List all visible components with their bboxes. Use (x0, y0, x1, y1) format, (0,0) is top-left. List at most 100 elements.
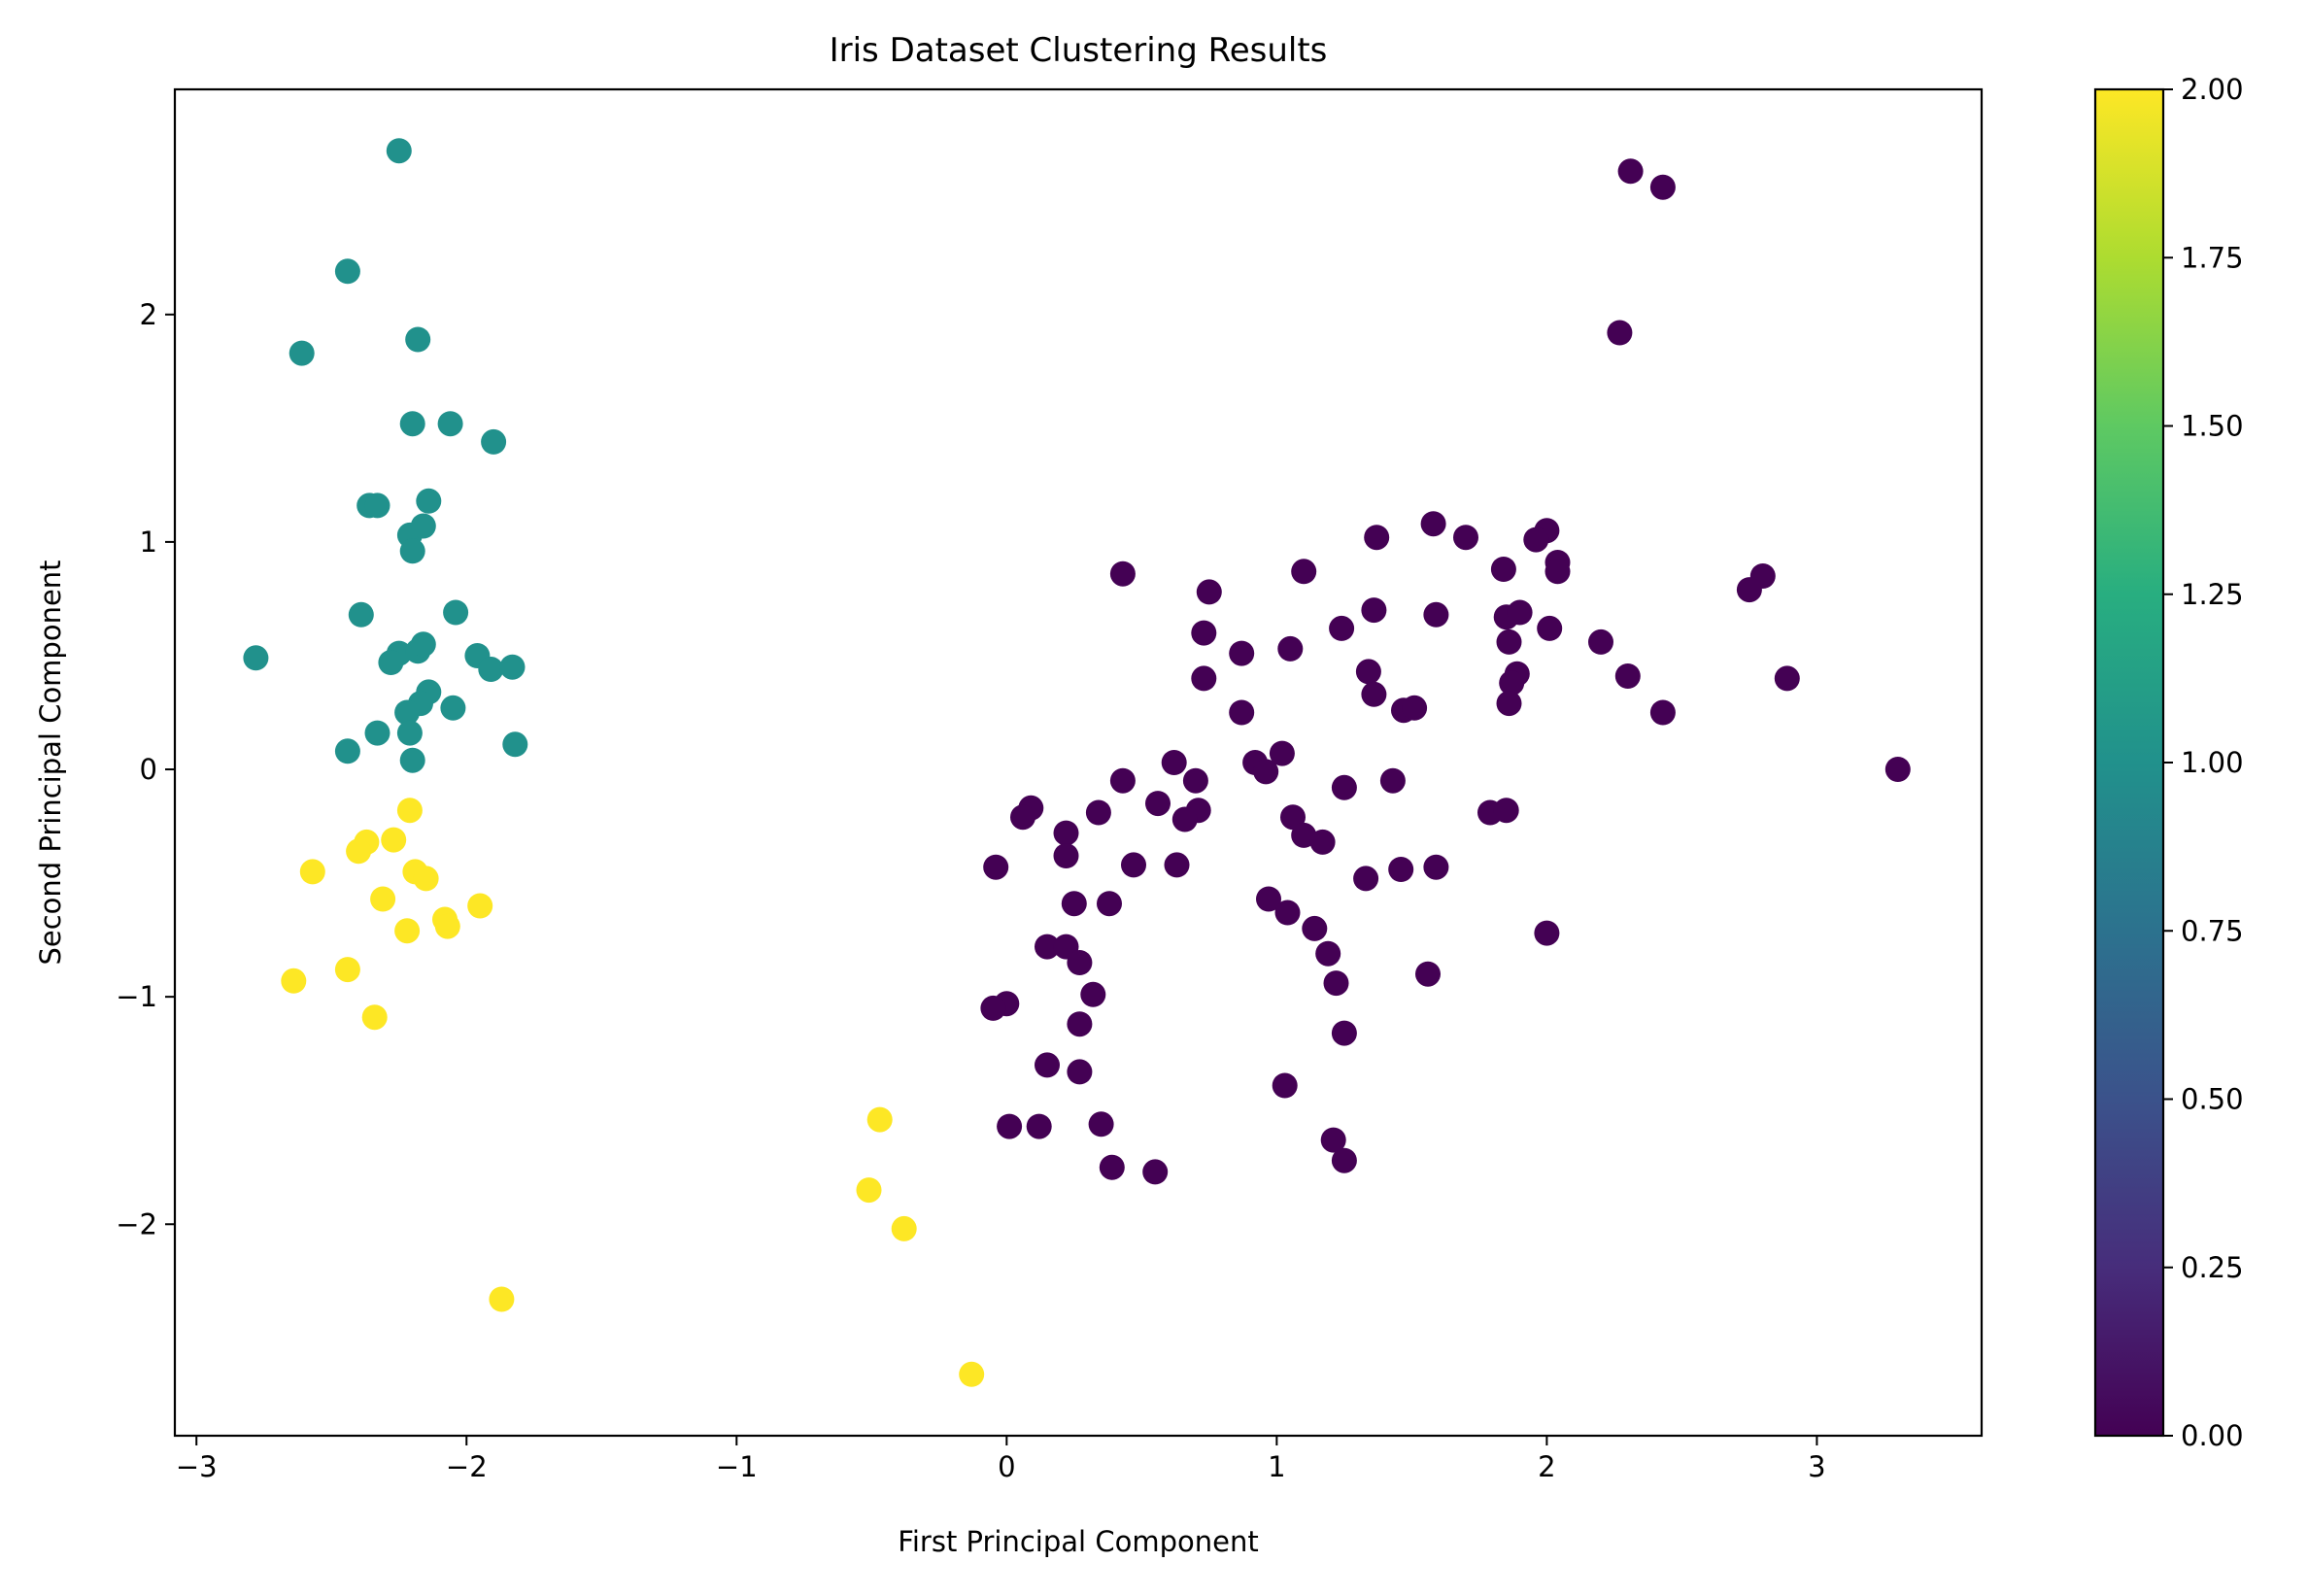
x-tick-label: 1 (1268, 1450, 1285, 1483)
y-tick-label: −2 (116, 1207, 157, 1240)
scatter-point-cluster-1 (478, 657, 504, 682)
scatter-point-cluster-1 (243, 645, 269, 671)
colorbar-tick-label: 1.00 (2181, 746, 2244, 779)
scatter-point-cluster-0 (1080, 981, 1106, 1007)
colorbar-tick-label: 0.00 (2181, 1419, 2244, 1452)
colorbar (2095, 89, 2163, 1436)
scatter-point-cluster-0 (1171, 806, 1198, 832)
scatter-point-cluster-0 (1026, 1113, 1052, 1139)
scatter-point-cluster-0 (1109, 767, 1136, 794)
scatter-point-cluster-0 (1402, 695, 1428, 721)
scatter-point-cluster-2 (299, 859, 325, 885)
scatter-point-cluster-0 (1496, 628, 1522, 655)
scatter-point-cluster-0 (1537, 615, 1563, 641)
scatter-point-cluster-0 (1361, 681, 1387, 707)
scatter-point-cluster-0 (1161, 750, 1187, 775)
scatter-point-cluster-0 (1331, 1147, 1357, 1173)
scatter-point-cluster-1 (440, 695, 466, 721)
x-tick-label: −2 (446, 1450, 488, 1483)
scatter-point-cluster-0 (1323, 970, 1349, 997)
scatter-point-cluster-1 (334, 258, 360, 285)
scatter-point-cluster-2 (370, 886, 396, 912)
scatter-point-cluster-0 (1067, 1011, 1093, 1037)
scatter-point-cluster-0 (1274, 900, 1301, 926)
scatter-point-cluster-0 (1320, 1127, 1346, 1153)
scatter-point-cluster-1 (502, 731, 528, 758)
scatter-point-cluster-0 (1099, 1154, 1125, 1180)
scatter-point-cluster-1 (481, 428, 507, 455)
scatter-point-cluster-0 (1061, 891, 1087, 917)
scatter-point-cluster-2 (413, 866, 439, 892)
scatter-point-cluster-2 (381, 827, 407, 853)
scatter-point-cluster-0 (980, 995, 1006, 1021)
chart-title: Iris Dataset Clustering Results (830, 31, 1328, 70)
scatter-point-cluster-0 (1196, 579, 1222, 605)
scatter-point-cluster-0 (1453, 525, 1478, 551)
scatter-point-cluster-2 (467, 893, 493, 919)
x-axis-label: First Principal Component (898, 1525, 1258, 1558)
scatter-point-cluster-0 (1496, 691, 1522, 717)
scatter-point-cluster-0 (1121, 852, 1146, 878)
y-tick-label: −1 (116, 980, 157, 1013)
scatter-point-cluster-0 (1379, 767, 1406, 794)
scatter-point-cluster-0 (1142, 1159, 1169, 1185)
colorbar-tick-label: 1.25 (2181, 578, 2244, 611)
scatter-point-cluster-0 (1388, 857, 1414, 882)
scatter-point-cluster-1 (364, 492, 390, 519)
scatter-point-cluster-0 (1614, 663, 1641, 689)
scatter-point-cluster-0 (1534, 920, 1560, 946)
y-tick-label: 2 (140, 298, 157, 331)
plot-frame (173, 87, 1984, 1438)
scatter-points (243, 138, 1911, 1387)
scatter-point-cluster-2 (396, 798, 423, 824)
x-axis-ticks: −3 −2 −1 0 1 2 3 (176, 1436, 1826, 1483)
scatter-point-cluster-0 (1085, 799, 1111, 826)
scatter-point-cluster-0 (983, 854, 1009, 880)
scatter-point-cluster-0 (1649, 174, 1676, 200)
scatter-point-cluster-0 (1253, 759, 1279, 785)
scatter-point-cluster-0 (1272, 1072, 1298, 1099)
scatter-point-cluster-2 (866, 1106, 893, 1133)
scatter-point-cluster-0 (1353, 866, 1379, 892)
scatter-point-cluster-0 (1423, 854, 1449, 880)
scatter-point-cluster-0 (1361, 597, 1387, 624)
scatter-point-cluster-1 (443, 599, 469, 626)
scatter-point-cluster-0 (1331, 1020, 1357, 1046)
scatter-point-cluster-1 (348, 601, 374, 628)
scatter-point-cluster-1 (364, 720, 390, 746)
scatter-point-cluster-1 (399, 411, 425, 437)
scatter-point-cluster-0 (1088, 1111, 1114, 1138)
scatter-point-cluster-0 (1364, 525, 1390, 551)
scatter-point-cluster-0 (1302, 915, 1328, 941)
scatter-point-cluster-0 (1355, 659, 1381, 685)
scatter-point-cluster-0 (1067, 1059, 1093, 1085)
scatter-point-cluster-1 (416, 488, 442, 514)
colorbar-tick-label: 0.75 (2181, 914, 2244, 947)
scatter-point-cluster-2 (394, 918, 421, 944)
scatter-point-cluster-2 (346, 838, 372, 865)
scatter-point-cluster-0 (1035, 1052, 1060, 1078)
scatter-point-cluster-0 (1884, 757, 1911, 782)
scatter-point-cluster-1 (399, 538, 425, 564)
scatter-point-cluster-0 (1329, 615, 1355, 641)
colorbar-tick-label: 0.25 (2181, 1251, 2244, 1284)
scatter-point-cluster-0 (1010, 804, 1035, 831)
scatter-point-cluster-0 (1229, 699, 1255, 726)
scatter-point-cluster-0 (1182, 767, 1208, 794)
scatter-point-cluster-0 (1774, 665, 1800, 692)
scatter-point-cluster-0 (1053, 843, 1079, 868)
scatter-point-cluster-0 (1415, 961, 1441, 987)
scatter-point-cluster-0 (1493, 798, 1519, 824)
scatter-point-cluster-0 (1291, 559, 1317, 585)
scatter-point-cluster-0 (997, 1113, 1023, 1139)
scatter-point-cluster-0 (1617, 158, 1644, 185)
scatter-point-cluster-0 (1191, 620, 1217, 646)
scatter-point-cluster-2 (434, 913, 460, 939)
x-tick-label: −3 (176, 1450, 218, 1483)
scatter-point-cluster-0 (1277, 635, 1304, 662)
scatter-point-cluster-1 (410, 631, 436, 658)
scatter-point-cluster-0 (1229, 640, 1255, 666)
scatter-point-cluster-0 (1588, 628, 1613, 655)
scatter-point-cluster-0 (1309, 829, 1336, 855)
